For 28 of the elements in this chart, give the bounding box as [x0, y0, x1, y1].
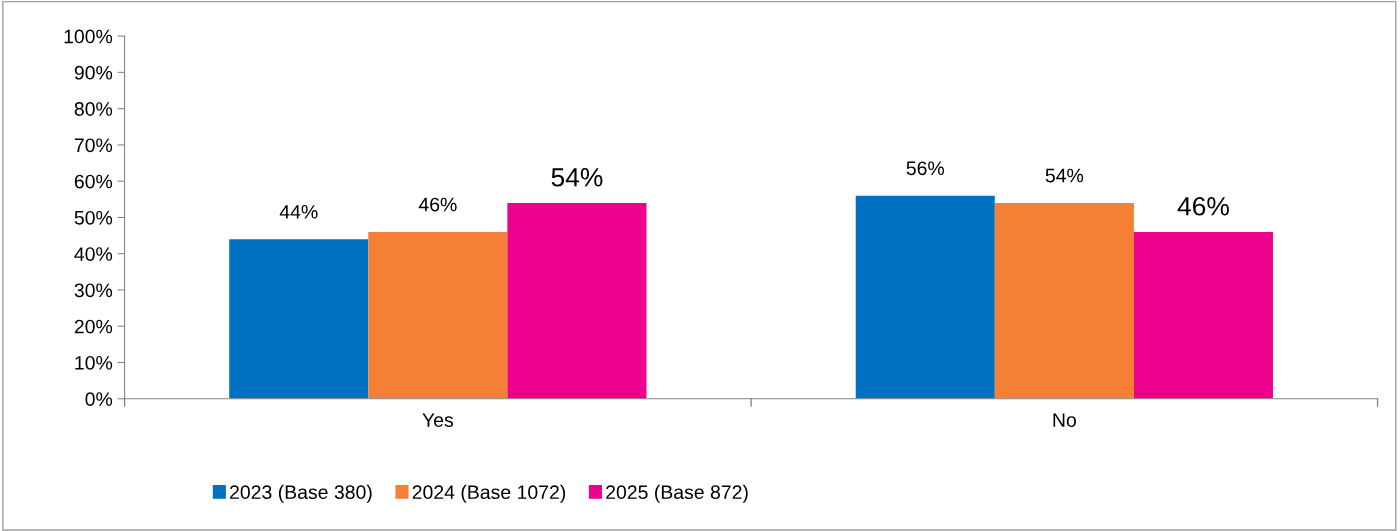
bar: [507, 202, 647, 399]
legend-label: 2023 (Base 380): [230, 484, 372, 503]
y-tick-label: 30%: [74, 283, 113, 298]
y-tick-label: 90%: [74, 65, 113, 80]
y-tick-label: 0%: [85, 392, 113, 407]
y-tick-label: 100%: [64, 29, 113, 44]
x-tick-label: No: [1053, 413, 1076, 427]
data-label: 54%: [1045, 168, 1084, 183]
legend-label: 2025 (Base 872): [606, 484, 748, 503]
y-tick-label: 50%: [74, 210, 113, 225]
y-tick-label: 10%: [75, 355, 113, 370]
bar: [229, 239, 369, 399]
data-label: 44%: [279, 205, 318, 219]
bar: [1133, 231, 1273, 399]
y-tick-label: 40%: [74, 247, 113, 261]
bar: [368, 231, 508, 399]
y-tick-label: 80%: [74, 102, 113, 116]
data-label: 56%: [906, 161, 945, 176]
y-tick-label: 20%: [74, 319, 113, 334]
x-tick-label: Yes: [422, 413, 454, 427]
legend-label: 2024 (Base 1072): [412, 484, 566, 503]
bar: [855, 195, 995, 399]
bar: [994, 202, 1134, 399]
data-label: 54%: [551, 168, 603, 187]
y-tick-label: 70%: [74, 138, 113, 153]
y-tick-label: 60%: [74, 174, 113, 189]
data-label: 46%: [418, 197, 457, 212]
data-label: 46%: [1177, 196, 1229, 216]
